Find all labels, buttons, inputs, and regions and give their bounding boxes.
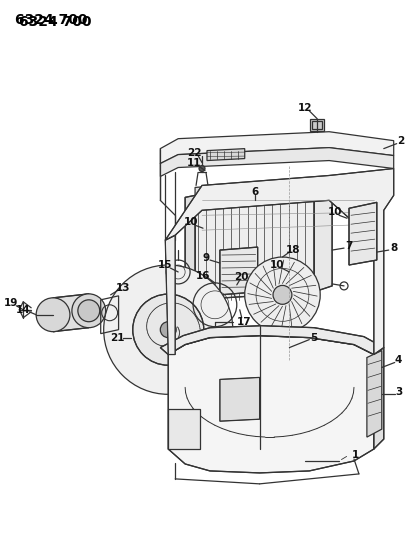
Text: 13: 13 [116,283,131,293]
Polygon shape [53,294,89,332]
Circle shape [245,257,320,333]
Polygon shape [168,336,374,473]
Text: 8: 8 [390,243,397,253]
Text: 7: 7 [345,241,353,251]
Text: 11: 11 [187,158,201,167]
Polygon shape [314,181,332,292]
Polygon shape [185,196,195,302]
Polygon shape [165,168,394,354]
Text: 12: 12 [298,103,313,113]
Circle shape [104,265,233,394]
Polygon shape [195,188,314,300]
Text: 19: 19 [4,298,18,308]
Text: 10: 10 [184,217,198,227]
Text: 16: 16 [196,271,210,281]
Circle shape [72,294,106,328]
Polygon shape [374,348,384,449]
Polygon shape [160,326,384,354]
Circle shape [273,285,292,304]
Polygon shape [165,235,175,354]
Circle shape [133,294,204,365]
Text: 3: 3 [395,387,402,397]
Text: 20: 20 [235,272,249,282]
Polygon shape [220,247,257,295]
Text: 21: 21 [110,333,125,343]
Text: 6324 700: 6324 700 [19,15,92,29]
Polygon shape [310,119,324,131]
Text: 9: 9 [202,253,210,263]
Text: 6324 700: 6324 700 [15,13,88,27]
Polygon shape [160,132,394,164]
Text: 22: 22 [187,148,201,158]
Polygon shape [168,409,200,449]
Text: 1: 1 [351,450,359,460]
Text: 14: 14 [16,305,31,315]
Circle shape [160,322,176,337]
Text: 10: 10 [328,207,342,217]
Text: 6: 6 [251,188,258,197]
Polygon shape [195,180,314,196]
Circle shape [78,300,100,322]
Circle shape [36,298,70,332]
Text: 4: 4 [395,354,402,365]
Text: 10: 10 [270,260,285,270]
Polygon shape [220,377,259,421]
Text: 5: 5 [310,333,318,343]
Text: 18: 18 [286,245,301,255]
Polygon shape [160,148,394,176]
Polygon shape [367,351,382,437]
Text: 2: 2 [397,136,404,146]
Text: 17: 17 [236,317,251,327]
Polygon shape [207,149,245,160]
Text: 15: 15 [158,260,173,270]
Circle shape [199,166,205,172]
Polygon shape [349,203,377,265]
